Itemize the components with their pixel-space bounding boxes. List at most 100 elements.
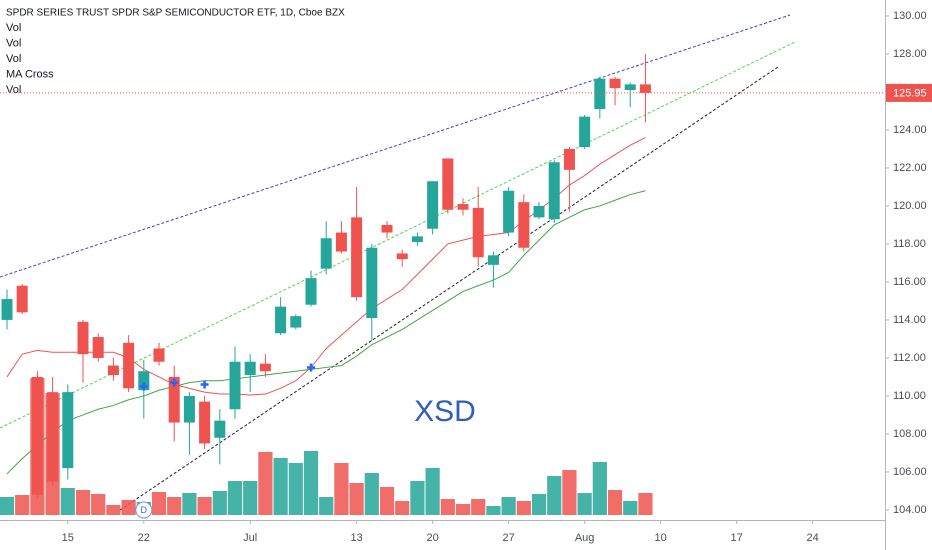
volume-bar: [592, 462, 607, 515]
watermark: XSD: [414, 395, 476, 428]
volume-bar: [197, 497, 212, 515]
legend-indicator: Vol: [6, 38, 21, 50]
volume-bar: [258, 452, 273, 515]
volume-bar: [562, 470, 577, 515]
volume-bar: [577, 493, 592, 515]
volume-bar: [440, 499, 455, 515]
volume-bar: [303, 451, 319, 515]
volume-bar: [227, 481, 243, 515]
candle-body: [594, 78, 606, 110]
volume-bar: [410, 481, 425, 515]
legend-indicator: Vol: [6, 22, 21, 34]
candle-body: [168, 376, 180, 423]
volume-bar: [75, 490, 91, 515]
volume-bar: [167, 497, 182, 515]
candle-body: [381, 224, 393, 233]
candle-body: [77, 321, 89, 355]
x-tick-label: Jul: [243, 532, 257, 544]
legend-indicator: MA Cross: [6, 69, 54, 81]
volume-bar: [395, 501, 410, 515]
candle-body: [214, 420, 226, 438]
candle-body: [624, 84, 636, 91]
candle-body: [92, 337, 104, 358]
dividend-label: D: [141, 505, 148, 515]
volume-bar: [121, 500, 136, 515]
volume-bar: [607, 490, 623, 515]
candle-body: [244, 361, 256, 376]
candle-body: [305, 278, 317, 305]
volume-bar: [531, 494, 547, 515]
candle-body: [487, 255, 499, 265]
volume-bar: [364, 473, 379, 515]
volume-bar: [243, 481, 258, 515]
candle-body: [563, 148, 575, 170]
candle-body: [290, 316, 302, 328]
volume-bar: [547, 476, 562, 515]
candle-body: [123, 342, 135, 389]
volume-bar: [319, 497, 334, 515]
volume-bar: [349, 483, 364, 515]
y-tick-label: 120.00: [893, 200, 927, 212]
volume-bar: [455, 504, 471, 515]
volume-bar: [151, 492, 167, 515]
x-tick-label: Aug: [575, 532, 595, 544]
upper-trend-line: [0, 14, 791, 278]
x-tick-label: 27: [502, 532, 514, 544]
candle-body: [138, 371, 150, 391]
cross-marker: [170, 378, 179, 387]
y-tick-label: 122.00: [893, 162, 927, 174]
legend-title: SPDR SERIES TRUST SPDR S&P SEMICONDUCTOR…: [6, 7, 345, 18]
candle-body: [275, 306, 287, 334]
volume-bar: [638, 493, 653, 515]
legend-indicator: Vol: [6, 53, 21, 65]
candle-body: [199, 401, 211, 444]
candle-body: [548, 162, 560, 220]
legend-indicator: Vol: [6, 84, 21, 96]
moving-average: [6, 190, 646, 475]
volume-bar: [106, 505, 121, 515]
candle-body: [153, 348, 165, 362]
y-tick-label: 110.00: [893, 390, 926, 402]
volume-bar: [0, 497, 15, 515]
candle-body: [396, 253, 408, 260]
y-tick-label: 118.00: [893, 238, 926, 250]
volume-bar: [501, 497, 516, 515]
y-tick-label: 130.00: [893, 10, 927, 22]
y-tick-label: 104.00: [893, 504, 927, 516]
volume-bar: [486, 506, 501, 515]
candle-body: [31, 376, 43, 495]
candle-body: [183, 395, 195, 423]
candle-body: [503, 190, 515, 233]
volume-bar: [288, 463, 303, 515]
volume-bar: [91, 494, 106, 515]
candle-body: [411, 236, 423, 243]
candle-body: [366, 247, 378, 319]
x-tick-label: 13: [350, 532, 362, 544]
x-tick-label: 17: [731, 532, 743, 544]
volume-bar: [273, 458, 288, 515]
volume-bar: [212, 491, 227, 515]
candle-body: [62, 392, 74, 469]
x-tick-label: 15: [62, 532, 74, 544]
volume-bar: [379, 487, 395, 515]
x-tick-label: 20: [426, 532, 438, 544]
candle-body: [259, 363, 271, 372]
y-tick-label: 106.00: [893, 466, 927, 478]
x-tick-label: 10: [655, 532, 667, 544]
dividend-marker: [135, 501, 153, 519]
candle-body: [320, 238, 332, 269]
last-price-label: 125.95: [893, 87, 927, 99]
candle-body: [609, 78, 621, 89]
y-tick-label: 116.00: [893, 276, 926, 288]
volume-bar: [425, 468, 440, 515]
candle-body: [518, 202, 530, 248]
volume-bar: [516, 501, 531, 515]
lower-trend-line: [119, 66, 779, 511]
candle-body: [16, 285, 28, 313]
candle-body: [107, 365, 119, 376]
y-tick-label: 112.00: [893, 352, 926, 364]
candle-body: [1, 299, 13, 320]
candle-body: [427, 181, 439, 229]
volume-bar: [334, 463, 349, 515]
